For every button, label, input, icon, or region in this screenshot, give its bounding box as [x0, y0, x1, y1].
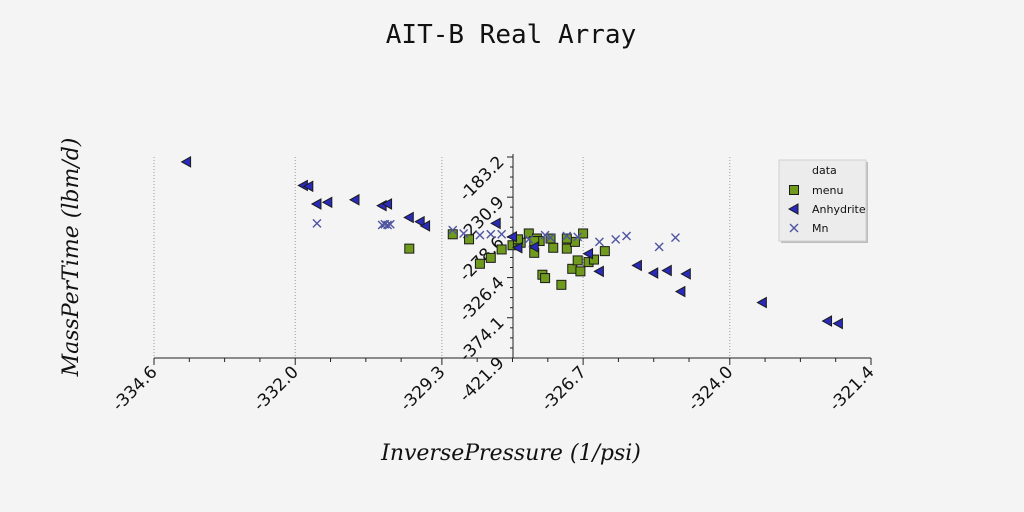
data-point-mn — [611, 234, 621, 244]
marker-stroke — [524, 234, 534, 244]
marker-stroke — [622, 231, 632, 241]
marker-stroke — [486, 229, 496, 239]
data-point-anhydrite — [674, 285, 686, 298]
marker-stroke — [448, 225, 458, 235]
marker-stroke — [670, 233, 680, 243]
data-point-anhydrite — [593, 265, 604, 278]
data-point-anhydrite — [490, 217, 501, 230]
data-point-menu — [578, 228, 589, 239]
marker-stroke — [459, 228, 469, 238]
data-point-mn — [622, 231, 632, 241]
data-point-menu — [447, 229, 458, 240]
data-point-mn — [654, 242, 664, 252]
data-point-menu — [599, 246, 610, 257]
chart-title: AIT-B Real Array — [386, 20, 636, 50]
legend-label: Anhydrite — [812, 203, 866, 216]
x-tick-label: -334.6 — [109, 362, 162, 415]
data-point-anhydrite — [180, 156, 192, 168]
data-point-mn — [670, 233, 680, 243]
data-point-menu — [561, 243, 572, 254]
legend-label: Mn — [812, 222, 828, 235]
x-tick-label: -324.0 — [684, 362, 737, 415]
data-point-mn — [475, 230, 485, 240]
data-point-anhydrite — [582, 247, 594, 260]
data-point-menu — [540, 273, 551, 284]
data-point-menu — [496, 244, 507, 255]
data-point-menu — [464, 234, 475, 245]
y-tick-label: -421.9 — [456, 353, 509, 406]
data-point-anhydrite — [419, 220, 431, 232]
marker-stroke — [573, 232, 583, 242]
data-point-menu — [523, 228, 534, 239]
data-point-anhydrite — [680, 268, 691, 280]
y-tick-label: -183.2 — [456, 152, 509, 205]
x-tick-label: -321.4 — [826, 362, 879, 415]
data-point-anhydrite — [756, 296, 767, 309]
legend-marker — [789, 223, 799, 233]
data-point-mn — [448, 225, 458, 235]
marker-stroke — [611, 234, 621, 244]
marker-stroke — [383, 220, 393, 230]
data-point-mn — [524, 234, 534, 244]
marker-stroke — [385, 219, 395, 229]
data-point-mn — [383, 220, 393, 230]
data-point-mn — [562, 231, 572, 241]
y-tick-label: -326.4 — [456, 273, 509, 326]
data-point-anhydrite — [821, 315, 833, 327]
data-point-menu — [588, 254, 599, 265]
data-point-anhydrite — [647, 267, 659, 279]
data-point-menu — [556, 279, 567, 290]
data-point-mn — [385, 219, 395, 229]
data-point-menu — [575, 266, 586, 277]
data-point-anhydrite — [528, 241, 539, 253]
marker-stroke — [540, 230, 550, 240]
data-point-menu — [474, 258, 485, 269]
marker-stroke — [654, 242, 664, 252]
data-point-menu — [404, 243, 415, 254]
data-point-mn — [573, 232, 583, 242]
data-point-mn — [546, 233, 556, 243]
legend-marker — [789, 185, 799, 195]
data-point-anhydrite — [511, 241, 523, 254]
x-tick-label: -332.0 — [250, 362, 303, 415]
legend-title: data — [812, 164, 837, 177]
legend: data menu Anhydrite Mn — [778, 159, 868, 243]
x-tick-label: -326.7 — [538, 362, 591, 415]
marker-stroke — [497, 229, 507, 239]
data-point-mn — [540, 230, 550, 240]
x-tick-label: -329.3 — [397, 362, 450, 415]
data-point-menu — [572, 255, 583, 266]
marker-stroke — [475, 230, 485, 240]
legend-marker — [787, 203, 799, 215]
data-point-menu — [548, 242, 559, 253]
data-point-anhydrite — [381, 198, 393, 210]
data-point-anhydrite — [403, 211, 414, 224]
data-point-anhydrite — [661, 264, 672, 277]
data-point-mn — [486, 229, 496, 239]
data-point-anhydrite — [310, 198, 322, 210]
y-axis-label: MassPerTime (lbm/d) — [59, 138, 84, 378]
marker-stroke — [789, 223, 799, 233]
data-point-menu — [485, 252, 496, 263]
data-point-anhydrite — [348, 193, 360, 206]
data-point-anhydrite — [506, 230, 517, 243]
data-point-mn — [594, 237, 604, 247]
plot-area: -334.6 -332.0 -329.3 -326.7 -324.0 -321.4 -421… — [109, 152, 879, 415]
data-point-anhydrite — [832, 317, 843, 330]
data-point-mn — [497, 229, 507, 239]
data-point-anhydrite — [631, 259, 642, 272]
data-point-anhydrite — [414, 215, 425, 228]
marker-stroke — [562, 231, 572, 241]
marker-stroke — [312, 218, 322, 228]
marker-stroke — [594, 237, 604, 247]
data-point-mn — [312, 218, 322, 228]
marker-stroke — [546, 233, 556, 243]
x-axis-label: InversePressure (1/psi) — [380, 441, 641, 466]
data-point-anhydrite — [321, 196, 333, 209]
legend-label: menu — [812, 184, 843, 197]
data-point-anhydrite — [302, 180, 314, 193]
data-point-mn — [459, 228, 469, 238]
data-point-menu — [561, 233, 572, 244]
